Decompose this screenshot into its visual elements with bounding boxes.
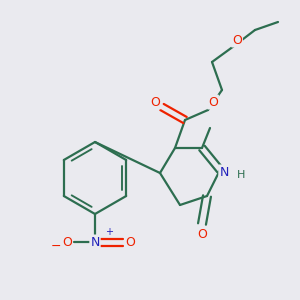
Text: −: − xyxy=(51,240,62,253)
Text: H: H xyxy=(237,170,245,180)
Text: O: O xyxy=(150,95,160,109)
Text: O: O xyxy=(208,95,218,109)
Text: O: O xyxy=(197,227,207,241)
Text: N: N xyxy=(219,166,229,178)
Text: +: + xyxy=(105,227,113,237)
Text: O: O xyxy=(62,236,72,248)
Text: O: O xyxy=(125,236,135,248)
Text: N: N xyxy=(90,236,100,248)
Text: O: O xyxy=(232,34,242,46)
